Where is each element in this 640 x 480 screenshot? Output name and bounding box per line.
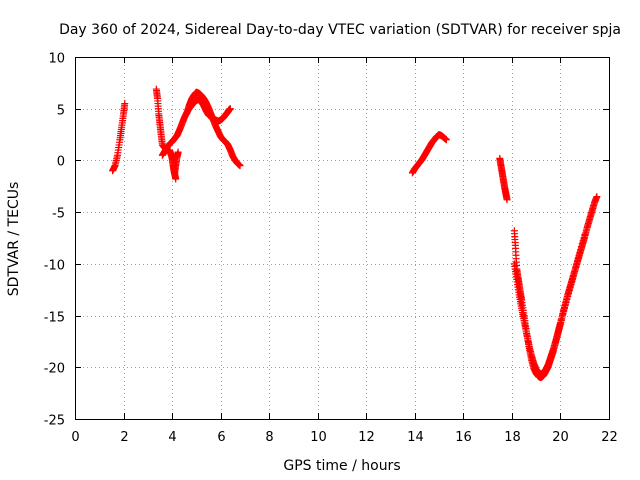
x-tick-label: 2 <box>120 430 128 445</box>
x-tick-label: 10 <box>310 430 327 445</box>
y-tick-label: 5 <box>57 104 65 119</box>
x-tick-label: 14 <box>407 430 424 445</box>
data-point <box>121 100 129 108</box>
x-tick-label: 22 <box>601 430 618 445</box>
grid-layer <box>75 57 609 419</box>
y-tick-label: -25 <box>44 414 65 429</box>
data-point <box>174 148 182 156</box>
y-tick-label: -10 <box>44 259 65 274</box>
x-tick-label: 6 <box>217 430 225 445</box>
x-axis-title: GPS time / hours <box>283 458 400 474</box>
chart-title: Day 360 of 2024, Sidereal Day-to-day VTE… <box>59 22 621 38</box>
data-point <box>236 162 244 170</box>
x-tick-label: 4 <box>168 430 176 445</box>
y-axis-title: SDTVAR / TECUs <box>6 182 22 297</box>
data-point <box>593 193 601 201</box>
data-point <box>581 231 589 239</box>
y-tick-label: -20 <box>44 362 65 377</box>
plot-frame <box>75 57 610 420</box>
x-tick-label: 0 <box>71 430 79 445</box>
y-tick-label: -5 <box>52 207 65 222</box>
data-point <box>442 136 450 144</box>
x-tick-label: 8 <box>265 430 273 445</box>
axis-layer: 0 2 4 6 8 10 12 14 16 18 20 22 -25 -20 -15 -10 -5 0 5 10 <box>44 52 618 446</box>
data-layer <box>109 85 601 382</box>
y-tick-label: -15 <box>44 311 65 326</box>
y-tick-label: 0 <box>57 155 65 170</box>
data-point <box>172 175 180 183</box>
x-tick-label: 16 <box>455 430 472 445</box>
x-tick-label: 12 <box>358 430 375 445</box>
x-tick-label: 20 <box>552 430 569 445</box>
data-point <box>503 196 511 204</box>
y-tick-label: 10 <box>48 52 65 67</box>
data-point <box>226 105 234 113</box>
x-tick-label: 18 <box>504 430 521 445</box>
